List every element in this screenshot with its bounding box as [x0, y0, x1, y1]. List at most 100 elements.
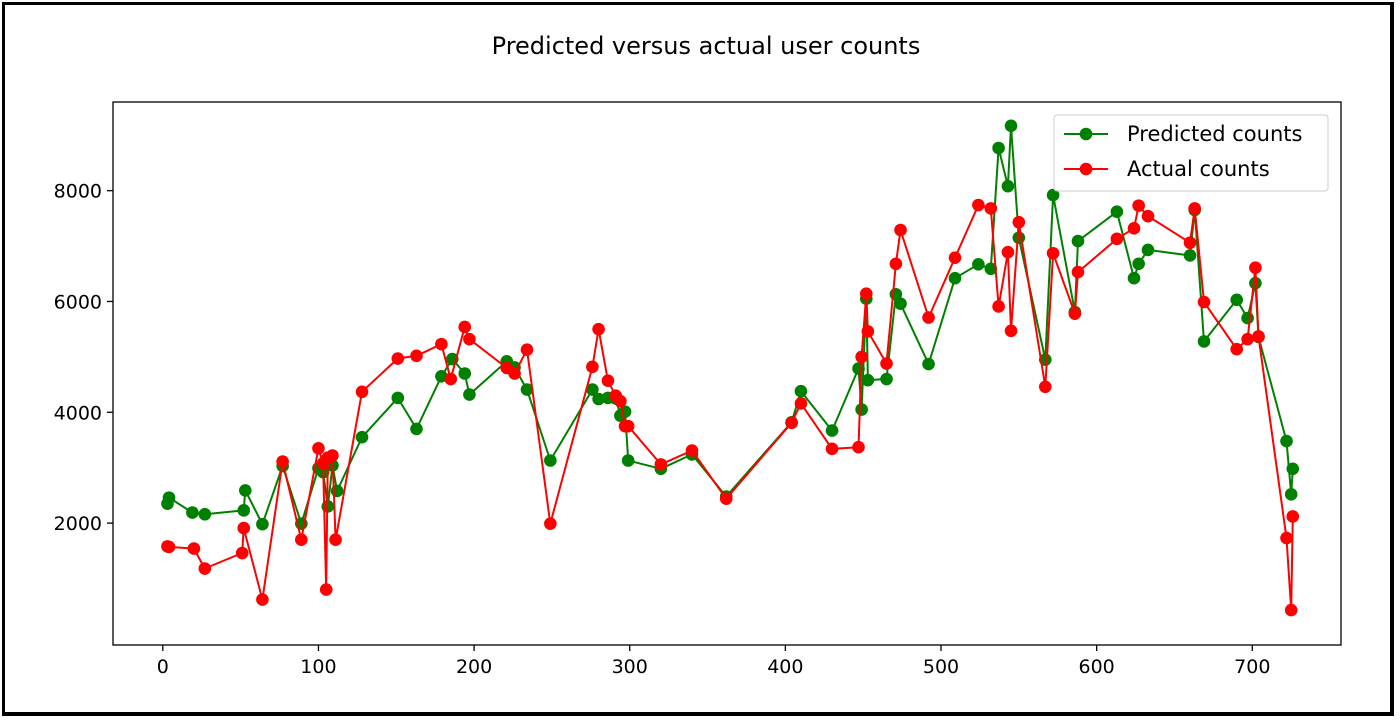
actual-series-line: [167, 204, 1294, 612]
predicted-data-point: [948, 271, 962, 285]
predicted-data-point: [861, 373, 875, 387]
predicted-data-point: [984, 262, 998, 276]
actual-data-point: [719, 492, 733, 506]
predicted-data-point: [1141, 243, 1155, 257]
actual-data-point: [276, 455, 289, 468]
predicted-data-point: [1286, 462, 1300, 476]
predicted-data-point: [1071, 234, 1085, 248]
actual-legend-label: Actual counts: [1127, 157, 1270, 181]
x-tick-label: 700: [1234, 656, 1270, 678]
predicted-data-point: [972, 258, 985, 271]
predicted-data-point: [186, 506, 199, 519]
actual-data-point: [592, 322, 605, 336]
predicted-data-point: [621, 454, 635, 467]
actual-data-point: [508, 367, 521, 380]
actual-data-point: [319, 583, 333, 596]
actual-data-point: [544, 517, 557, 530]
predicted-data-point: [355, 430, 369, 444]
actual-data-point: [972, 198, 985, 212]
actual-data-point: [355, 385, 369, 399]
actual-data-point: [1001, 245, 1015, 259]
actual-data-point: [1286, 510, 1300, 523]
x-tick-label: 100: [300, 656, 336, 678]
predicted-data-point: [1183, 249, 1197, 262]
actual-data-point: [198, 562, 212, 575]
actual-data-point: [1183, 236, 1197, 250]
actual-data-point: [992, 300, 1005, 313]
actual-data-point: [1249, 261, 1262, 274]
actual-data-point: [654, 458, 668, 471]
actual-data-point: [1046, 246, 1060, 260]
actual-data-point: [1132, 199, 1145, 212]
chart-title: Predicted versus actual user counts: [492, 32, 921, 60]
actual-data-point: [237, 521, 251, 535]
actual-data-point: [1038, 380, 1052, 394]
actual-data-point: [1230, 342, 1244, 356]
actual-data-point: [435, 337, 448, 351]
predicted-data-point: [855, 403, 868, 416]
predicted-data-point: [1284, 487, 1298, 501]
legend: Predicted counts Actual counts: [1053, 114, 1329, 192]
actual-data-point: [520, 343, 534, 356]
predicted-data-point: [586, 383, 599, 396]
predicted-data-point: [794, 384, 808, 398]
x-tick-label: 500: [923, 656, 959, 678]
predicted-data-point: [1127, 271, 1141, 285]
x-tick-label: 400: [767, 656, 803, 678]
actual-data-point: [861, 325, 875, 338]
plot-border: [112, 101, 1342, 646]
actual-data-point: [1197, 295, 1211, 309]
predicted-data-point: [1230, 293, 1244, 307]
actual-data-point: [463, 332, 476, 346]
actual-data-point: [256, 593, 269, 606]
predicted-data-point: [1046, 188, 1060, 202]
actual-data-point: [1284, 603, 1298, 617]
actual-data-point: [295, 533, 308, 547]
predicted-data-point: [544, 454, 557, 467]
predicted-data-point: [1280, 434, 1293, 448]
actual-data-point: [312, 442, 325, 455]
predicted-data-point: [880, 372, 893, 386]
x-tick-label: 600: [1079, 656, 1115, 678]
predicted-data-point: [1001, 179, 1015, 193]
actual-data-point: [1071, 265, 1085, 279]
actual-data-point: [621, 419, 635, 433]
actual-data-point: [235, 546, 249, 560]
y-tick-label: 6000: [54, 291, 102, 313]
actual-data-point: [1012, 215, 1026, 229]
actual-data-point: [948, 251, 962, 264]
actual-data-point: [601, 374, 615, 388]
predicted-data-point: [1110, 205, 1124, 219]
actual-data-point: [894, 223, 907, 237]
actual-data-point: [586, 360, 599, 374]
predicted-series: [161, 119, 1300, 531]
actual-data-point: [922, 311, 935, 324]
predicted-data-point: [237, 504, 251, 517]
predicted-data-point: [894, 297, 907, 310]
actual-data-point: [326, 449, 339, 462]
actual-data-point: [329, 533, 342, 547]
actual-legend-marker: [1079, 162, 1093, 176]
actual-data-point: [162, 540, 176, 554]
actual-data-point: [859, 287, 873, 301]
y-tick-label: 8000: [54, 181, 102, 203]
predicted-data-point: [256, 517, 269, 531]
actual-data-point: [1252, 330, 1265, 343]
actual-data-point: [1141, 209, 1155, 223]
y-tick-label: 2000: [54, 513, 102, 535]
predicted-data-point: [992, 141, 1005, 155]
predicted-data-point: [391, 391, 405, 405]
predicted-legend-marker: [1079, 127, 1093, 141]
actual-data-point: [880, 357, 893, 370]
actual-data-point: [1280, 531, 1293, 545]
predicted-data-point: [1197, 335, 1211, 348]
plot-area: [161, 119, 1300, 617]
predicted-data-point: [1241, 311, 1254, 325]
predicted-data-point: [162, 491, 176, 504]
actual-data-point: [391, 352, 405, 365]
actual-data-point: [410, 349, 423, 363]
actual-data-point: [1004, 324, 1018, 338]
actual-data-point: [187, 542, 201, 555]
predicted-data-point: [198, 507, 212, 521]
predicted-data-point: [922, 357, 935, 371]
